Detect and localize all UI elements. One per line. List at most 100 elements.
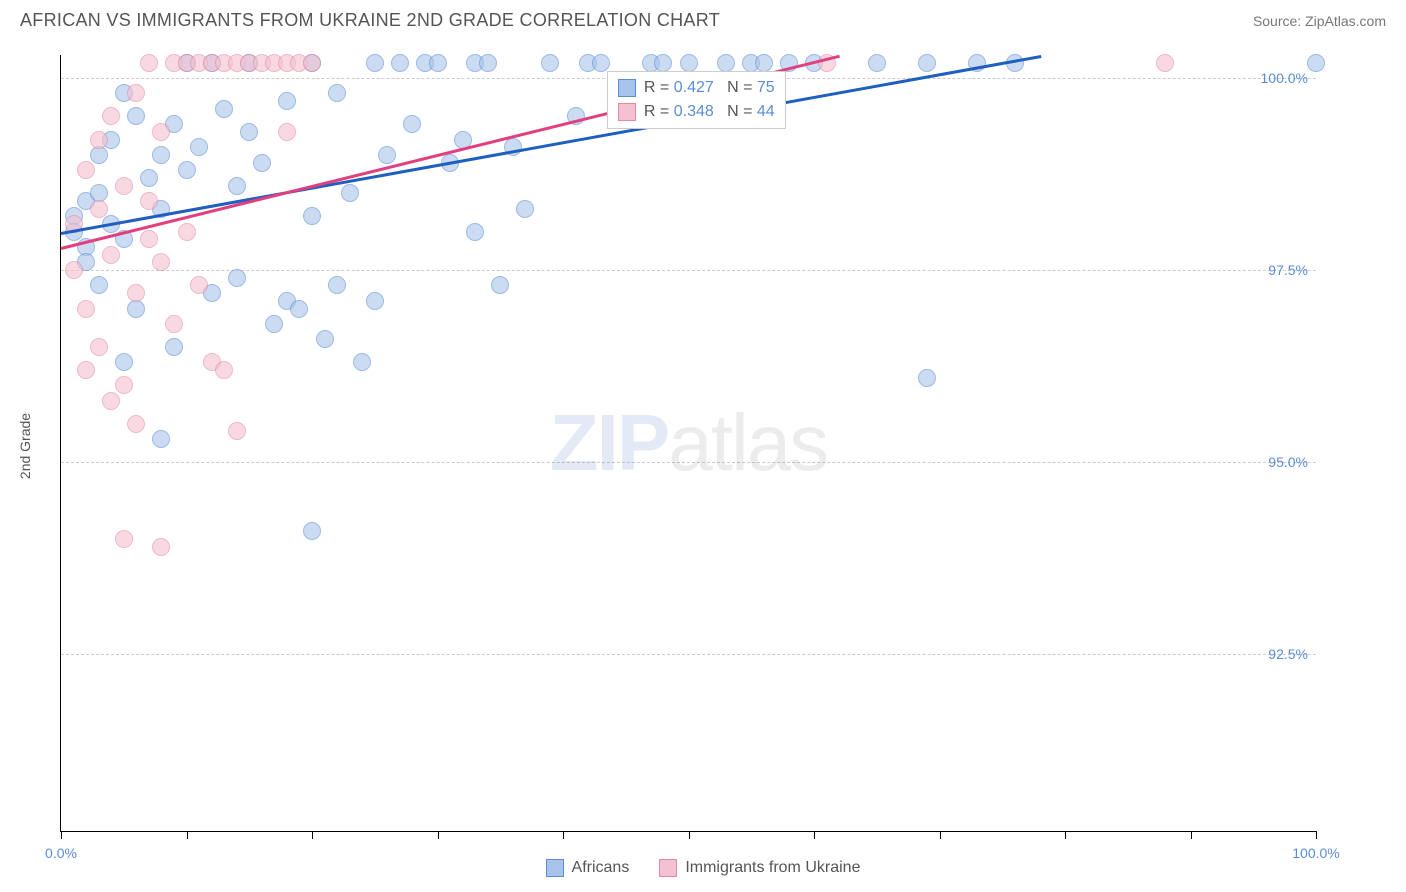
gridline bbox=[61, 462, 1316, 463]
scatter-point bbox=[115, 530, 133, 548]
scatter-point bbox=[278, 123, 296, 141]
scatter-point bbox=[152, 538, 170, 556]
scatter-point bbox=[1307, 54, 1325, 72]
legend-item-africans: Africans bbox=[546, 859, 630, 877]
scatter-point bbox=[77, 300, 95, 318]
scatter-point bbox=[429, 54, 447, 72]
xtick bbox=[689, 831, 690, 839]
chart-source: Source: ZipAtlas.com bbox=[1253, 13, 1386, 29]
scatter-point bbox=[140, 192, 158, 210]
scatter-point bbox=[115, 177, 133, 195]
scatter-point bbox=[152, 123, 170, 141]
scatter-point bbox=[90, 338, 108, 356]
scatter-point bbox=[680, 54, 698, 72]
scatter-point bbox=[90, 200, 108, 218]
scatter-point bbox=[868, 54, 886, 72]
scatter-point bbox=[328, 276, 346, 294]
scatter-point bbox=[140, 230, 158, 248]
correlation-legend-row: R = 0.348 N = 44 bbox=[618, 100, 775, 124]
chart-plot-area: 92.5% 95.0% 97.5% 100.0% R = 0.427 N = 75R =… bbox=[60, 55, 1316, 832]
scatter-point bbox=[228, 269, 246, 287]
scatter-point bbox=[240, 123, 258, 141]
scatter-point bbox=[215, 100, 233, 118]
scatter-point bbox=[253, 154, 271, 172]
scatter-point bbox=[90, 131, 108, 149]
xtick bbox=[1191, 831, 1192, 839]
scatter-point bbox=[316, 330, 334, 348]
correlation-legend-row: R = 0.427 N = 75 bbox=[618, 76, 775, 100]
scatter-point bbox=[516, 200, 534, 218]
gridline bbox=[61, 270, 1316, 271]
correlation-legend: R = 0.427 N = 75R = 0.348 N = 44 bbox=[607, 71, 786, 129]
xtick bbox=[61, 831, 62, 839]
ytick-label: 97.5% bbox=[1268, 262, 1308, 278]
scatter-point bbox=[102, 246, 120, 264]
legend-label-africans: Africans bbox=[572, 859, 630, 877]
chart-header: AFRICAN VS IMMIGRANTS FROM UKRAINE 2ND G… bbox=[0, 0, 1406, 31]
scatter-point bbox=[127, 107, 145, 125]
scatter-point bbox=[127, 84, 145, 102]
scatter-point bbox=[303, 522, 321, 540]
scatter-point bbox=[265, 315, 283, 333]
scatter-point bbox=[77, 161, 95, 179]
scatter-point bbox=[127, 300, 145, 318]
scatter-point bbox=[1156, 54, 1174, 72]
scatter-point bbox=[178, 161, 196, 179]
scatter-point bbox=[303, 207, 321, 225]
ytick-label: 100.0% bbox=[1261, 70, 1308, 86]
ytick-label: 95.0% bbox=[1268, 454, 1308, 470]
xtick bbox=[438, 831, 439, 839]
scatter-point bbox=[378, 146, 396, 164]
xtick bbox=[940, 831, 941, 839]
legend-label-ukraine: Immigrants from Ukraine bbox=[685, 859, 860, 877]
scatter-point bbox=[65, 261, 83, 279]
scatter-point bbox=[102, 392, 120, 410]
xtick bbox=[312, 831, 313, 839]
scatter-point bbox=[115, 353, 133, 371]
xtick bbox=[814, 831, 815, 839]
scatter-point bbox=[303, 54, 321, 72]
scatter-point bbox=[366, 54, 384, 72]
legend-item-ukraine: Immigrants from Ukraine bbox=[659, 859, 860, 877]
scatter-point bbox=[215, 361, 233, 379]
scatter-point bbox=[479, 54, 497, 72]
scatter-point bbox=[190, 276, 208, 294]
gridline bbox=[61, 654, 1316, 655]
scatter-point bbox=[353, 353, 371, 371]
legend-swatch bbox=[618, 103, 636, 121]
scatter-point bbox=[918, 369, 936, 387]
xtick bbox=[1316, 831, 1317, 839]
swatch-ukraine bbox=[659, 859, 677, 877]
xtick bbox=[1065, 831, 1066, 839]
legend-bottom: Africans Immigrants from Ukraine bbox=[0, 859, 1406, 877]
scatter-point bbox=[77, 361, 95, 379]
ytick-label: 92.5% bbox=[1268, 646, 1308, 662]
scatter-point bbox=[541, 54, 559, 72]
scatter-point bbox=[228, 177, 246, 195]
scatter-point bbox=[127, 284, 145, 302]
scatter-point bbox=[391, 54, 409, 72]
swatch-africans bbox=[546, 859, 564, 877]
scatter-point bbox=[152, 430, 170, 448]
scatter-point bbox=[278, 92, 296, 110]
scatter-point bbox=[918, 54, 936, 72]
scatter-point bbox=[178, 223, 196, 241]
scatter-point bbox=[403, 115, 421, 133]
scatter-point bbox=[228, 422, 246, 440]
scatter-point bbox=[190, 138, 208, 156]
correlation-text: R = 0.348 N = 44 bbox=[644, 100, 775, 124]
chart-title: AFRICAN VS IMMIGRANTS FROM UKRAINE 2ND G… bbox=[20, 10, 720, 31]
scatter-point bbox=[102, 107, 120, 125]
legend-swatch bbox=[618, 79, 636, 97]
scatter-point bbox=[140, 54, 158, 72]
scatter-point bbox=[466, 223, 484, 241]
scatter-point bbox=[491, 276, 509, 294]
scatter-point bbox=[152, 253, 170, 271]
xtick bbox=[187, 831, 188, 839]
scatter-point bbox=[127, 415, 145, 433]
correlation-text: R = 0.427 N = 75 bbox=[644, 76, 775, 100]
scatter-point bbox=[341, 184, 359, 202]
scatter-point bbox=[140, 169, 158, 187]
xtick bbox=[563, 831, 564, 839]
scatter-point bbox=[366, 292, 384, 310]
